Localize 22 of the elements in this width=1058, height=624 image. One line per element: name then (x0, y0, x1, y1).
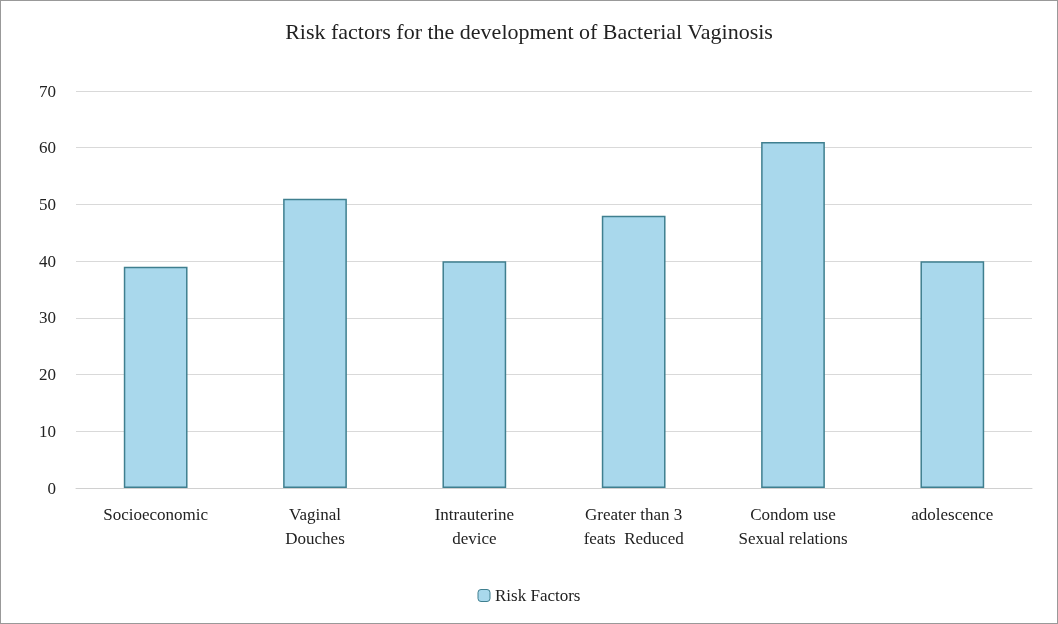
x-tick-label: Condom use Sexual relations (738, 504, 848, 548)
bar (123, 266, 188, 488)
x-tick-label: Intrauterine device (434, 504, 514, 548)
y-tick-label: 70 (39, 81, 56, 101)
bar (442, 261, 507, 488)
chart-title: Risk factors for the development of Bacterial Vaginosis (285, 18, 773, 44)
bar (920, 261, 985, 488)
x-tick-label: Socioeconomic (103, 504, 209, 524)
y-tick-label: 60 (39, 138, 56, 158)
y-tick-label: 50 (39, 194, 56, 214)
bar (601, 215, 666, 488)
y-tick-label: 20 (39, 365, 56, 385)
x-tick-label: Greater than 3 feats Reduced (583, 504, 685, 548)
legend-label: Risk Factors (495, 586, 581, 605)
bar (283, 198, 347, 488)
y-tick-label: 40 (39, 251, 56, 271)
y-tick-label: 30 (39, 308, 56, 328)
x-tick-label: Vaginal Douches (285, 504, 345, 548)
y-tick-label: 10 (39, 421, 56, 441)
bar (761, 142, 825, 488)
y-tick-label: 0 (47, 478, 56, 498)
x-tick-label: adolescence (911, 504, 994, 524)
